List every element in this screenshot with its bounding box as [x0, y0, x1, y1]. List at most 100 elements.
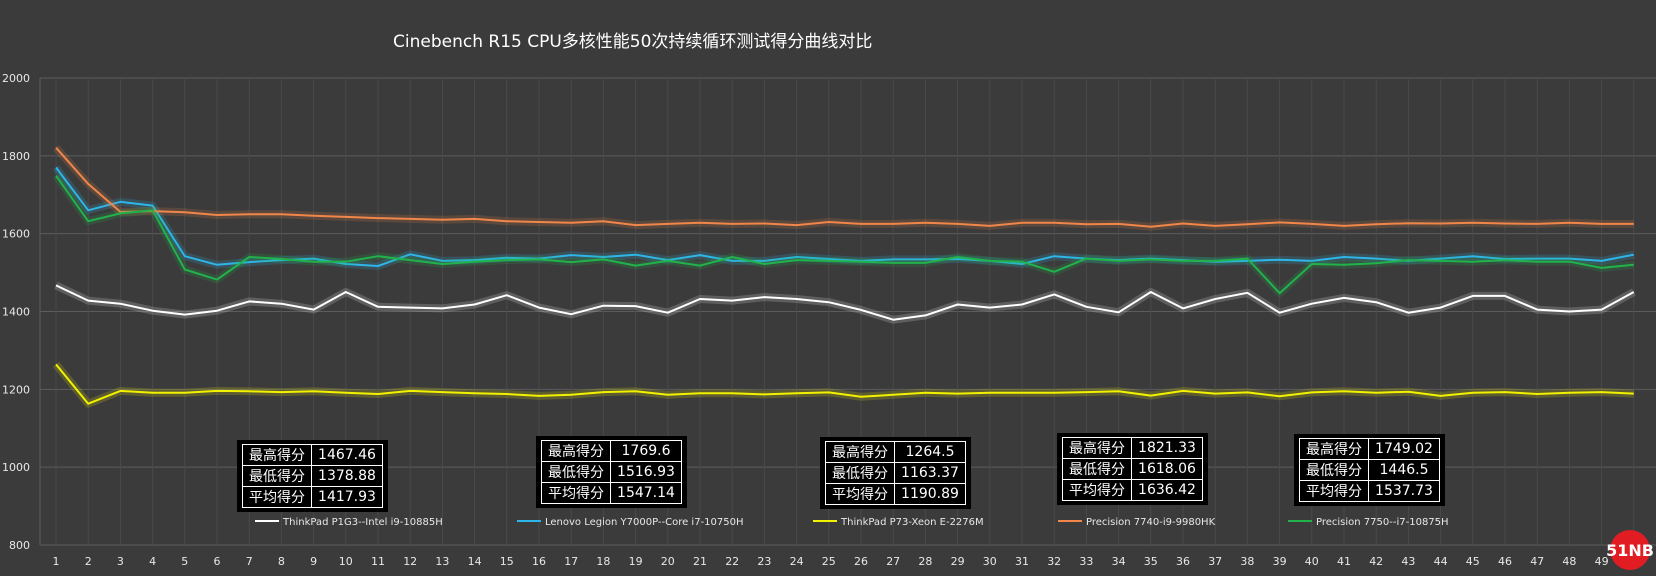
x-tick-label: 8: [278, 555, 285, 568]
stat-label-min: 最低得分: [825, 462, 895, 484]
x-tick-label: 35: [1144, 555, 1158, 568]
stat-label-min: 最低得分: [1299, 459, 1369, 481]
stat-box-thinkpad-p1g3: 最高得分 1467.46 最低得分 1378.88 平均得分 1417.93: [237, 440, 388, 512]
legend: ThinkPad P1G3--Intel i9-10885H Lenovo Leg…: [255, 517, 1449, 528]
legend-label-0: ThinkPad P1G3--Intel i9-10885H: [282, 517, 443, 528]
series-glow-4: [52, 173, 1635, 298]
x-tick-label: 25: [822, 555, 836, 568]
y-tick-label: 1800: [2, 150, 30, 163]
x-tick-label: 13: [435, 555, 449, 568]
x-tick-label: 16: [532, 555, 546, 568]
stat-max: 1749.02: [1368, 438, 1440, 460]
stat-label-min: 最低得分: [541, 461, 611, 483]
stat-label-avg: 平均得分: [1062, 479, 1132, 501]
stat-max: 1769.6: [610, 440, 682, 462]
x-tick-label: 17: [564, 555, 578, 568]
x-tick-label: 45: [1466, 555, 1480, 568]
stat-label-avg: 平均得分: [825, 483, 895, 505]
stat-label-max: 最高得分: [1299, 438, 1369, 460]
x-tick-label: 2: [85, 555, 92, 568]
series-line-2: [55, 363, 1634, 405]
series-line-1: [55, 166, 1634, 267]
stat-label-avg: 平均得分: [541, 482, 611, 504]
y-axis-ticks: 800 1000 1200 1400 1600 1800 2000: [2, 72, 30, 552]
x-tick-label: 34: [1112, 555, 1126, 568]
gridlines: [39, 77, 1656, 546]
stat-label-min: 最低得分: [1062, 458, 1132, 480]
stat-box-thinkpad-p73: 最高得分 1264.5 最低得分 1163.37 平均得分 1190.89: [820, 437, 971, 509]
stat-box-legion-y7000p: 最高得分 1769.6 最低得分 1516.93 平均得分 1547.14: [536, 436, 687, 508]
x-tick-label: 47: [1530, 555, 1544, 568]
stat-min: 1446.5: [1368, 459, 1440, 481]
x-tick-label: 33: [1079, 555, 1093, 568]
x-tick-label: 39: [1273, 555, 1287, 568]
legend-label-3: Precision 7740-i9-9980HK: [1086, 517, 1216, 528]
stat-label-avg: 平均得分: [242, 486, 312, 508]
x-tick-label: 20: [661, 555, 675, 568]
x-tick-label: 1: [53, 555, 60, 568]
x-tick-label: 26: [854, 555, 868, 568]
x-tick-label: 41: [1337, 555, 1351, 568]
y-tick-label: 1600: [2, 228, 30, 241]
x-tick-label: 36: [1176, 555, 1190, 568]
y-tick-label: 1200: [2, 383, 30, 396]
y-tick-label: 2000: [2, 72, 30, 85]
x-tick-label: 23: [757, 555, 771, 568]
stat-avg: 1537.73: [1368, 480, 1440, 502]
series-line-0: [55, 284, 1635, 321]
stat-avg: 1547.14: [610, 482, 682, 504]
x-tick-label: 30: [983, 555, 997, 568]
stat-max: 1821.33: [1131, 437, 1203, 459]
x-tick-label: 4: [149, 555, 156, 568]
series-lines: [52, 145, 1636, 408]
legend-label-1: Lenovo Legion Y7000P--Core i7-10750H: [545, 517, 744, 528]
x-tick-label: 6: [214, 555, 221, 568]
x-tick-label: 18: [596, 555, 610, 568]
x-tick-label: 29: [951, 555, 965, 568]
chart-title: Cinebench R15 CPU多核性能50次持续循环测试得分曲线对比: [393, 32, 872, 52]
x-tick-label: 15: [500, 555, 514, 568]
stat-min: 1378.88: [311, 465, 383, 487]
x-tick-label: 42: [1369, 555, 1383, 568]
stat-box-precision-7750: 最高得分 1749.02 最低得分 1446.5 平均得分 1537.73: [1294, 434, 1445, 506]
x-tick-label: 49: [1595, 555, 1609, 568]
x-tick-label: 22: [725, 555, 739, 568]
x-tick-label: 38: [1240, 555, 1254, 568]
x-axis-ticks: 1 2 3 4 5 6 7 8 9 10 11 12 13 14 15 16 17 18 19 20 21 22 23 24 2…: [53, 555, 1609, 568]
stat-label-max: 最高得分: [1062, 437, 1132, 459]
watermark-logo: 51NB: [1606, 530, 1654, 570]
x-tick-label: 9: [310, 555, 317, 568]
stat-box-precision-7740: 最高得分 1821.33 最低得分 1618.06 平均得分 1636.42: [1057, 433, 1208, 505]
stat-max: 1264.5: [894, 441, 966, 463]
x-tick-label: 46: [1498, 555, 1512, 568]
stat-min: 1516.93: [610, 461, 682, 483]
x-tick-label: 40: [1305, 555, 1319, 568]
stat-min: 1618.06: [1131, 458, 1203, 480]
series-line-3: [55, 147, 1634, 228]
series-glow-2: [52, 361, 1634, 408]
x-tick-label: 43: [1401, 555, 1415, 568]
stat-min: 1163.37: [894, 462, 966, 484]
x-tick-label: 14: [468, 555, 482, 568]
x-tick-label: 37: [1208, 555, 1222, 568]
x-tick-label: 31: [1015, 555, 1029, 568]
stat-avg: 1417.93: [311, 486, 383, 508]
legend-label-2: ThinkPad P73-Xeon E-2276M: [840, 517, 984, 528]
legend-label-4: Precision 7750--i7-10875H: [1316, 517, 1449, 528]
x-tick-label: 3: [117, 555, 124, 568]
x-tick-label: 12: [403, 555, 417, 568]
x-tick-label: 32: [1047, 555, 1061, 568]
stat-label-max: 最高得分: [825, 441, 895, 463]
stat-avg: 1636.42: [1131, 479, 1203, 501]
x-tick-label: 21: [693, 555, 707, 568]
x-tick-label: 28: [918, 555, 932, 568]
x-tick-label: 11: [371, 555, 385, 568]
y-tick-label: 1000: [2, 461, 30, 474]
x-tick-label: 24: [790, 555, 804, 568]
x-tick-label: 10: [339, 555, 353, 568]
x-tick-label: 27: [886, 555, 900, 568]
stat-label-min: 最低得分: [242, 465, 312, 487]
stat-max: 1467.46: [311, 444, 383, 466]
x-tick-label: 7: [246, 555, 253, 568]
